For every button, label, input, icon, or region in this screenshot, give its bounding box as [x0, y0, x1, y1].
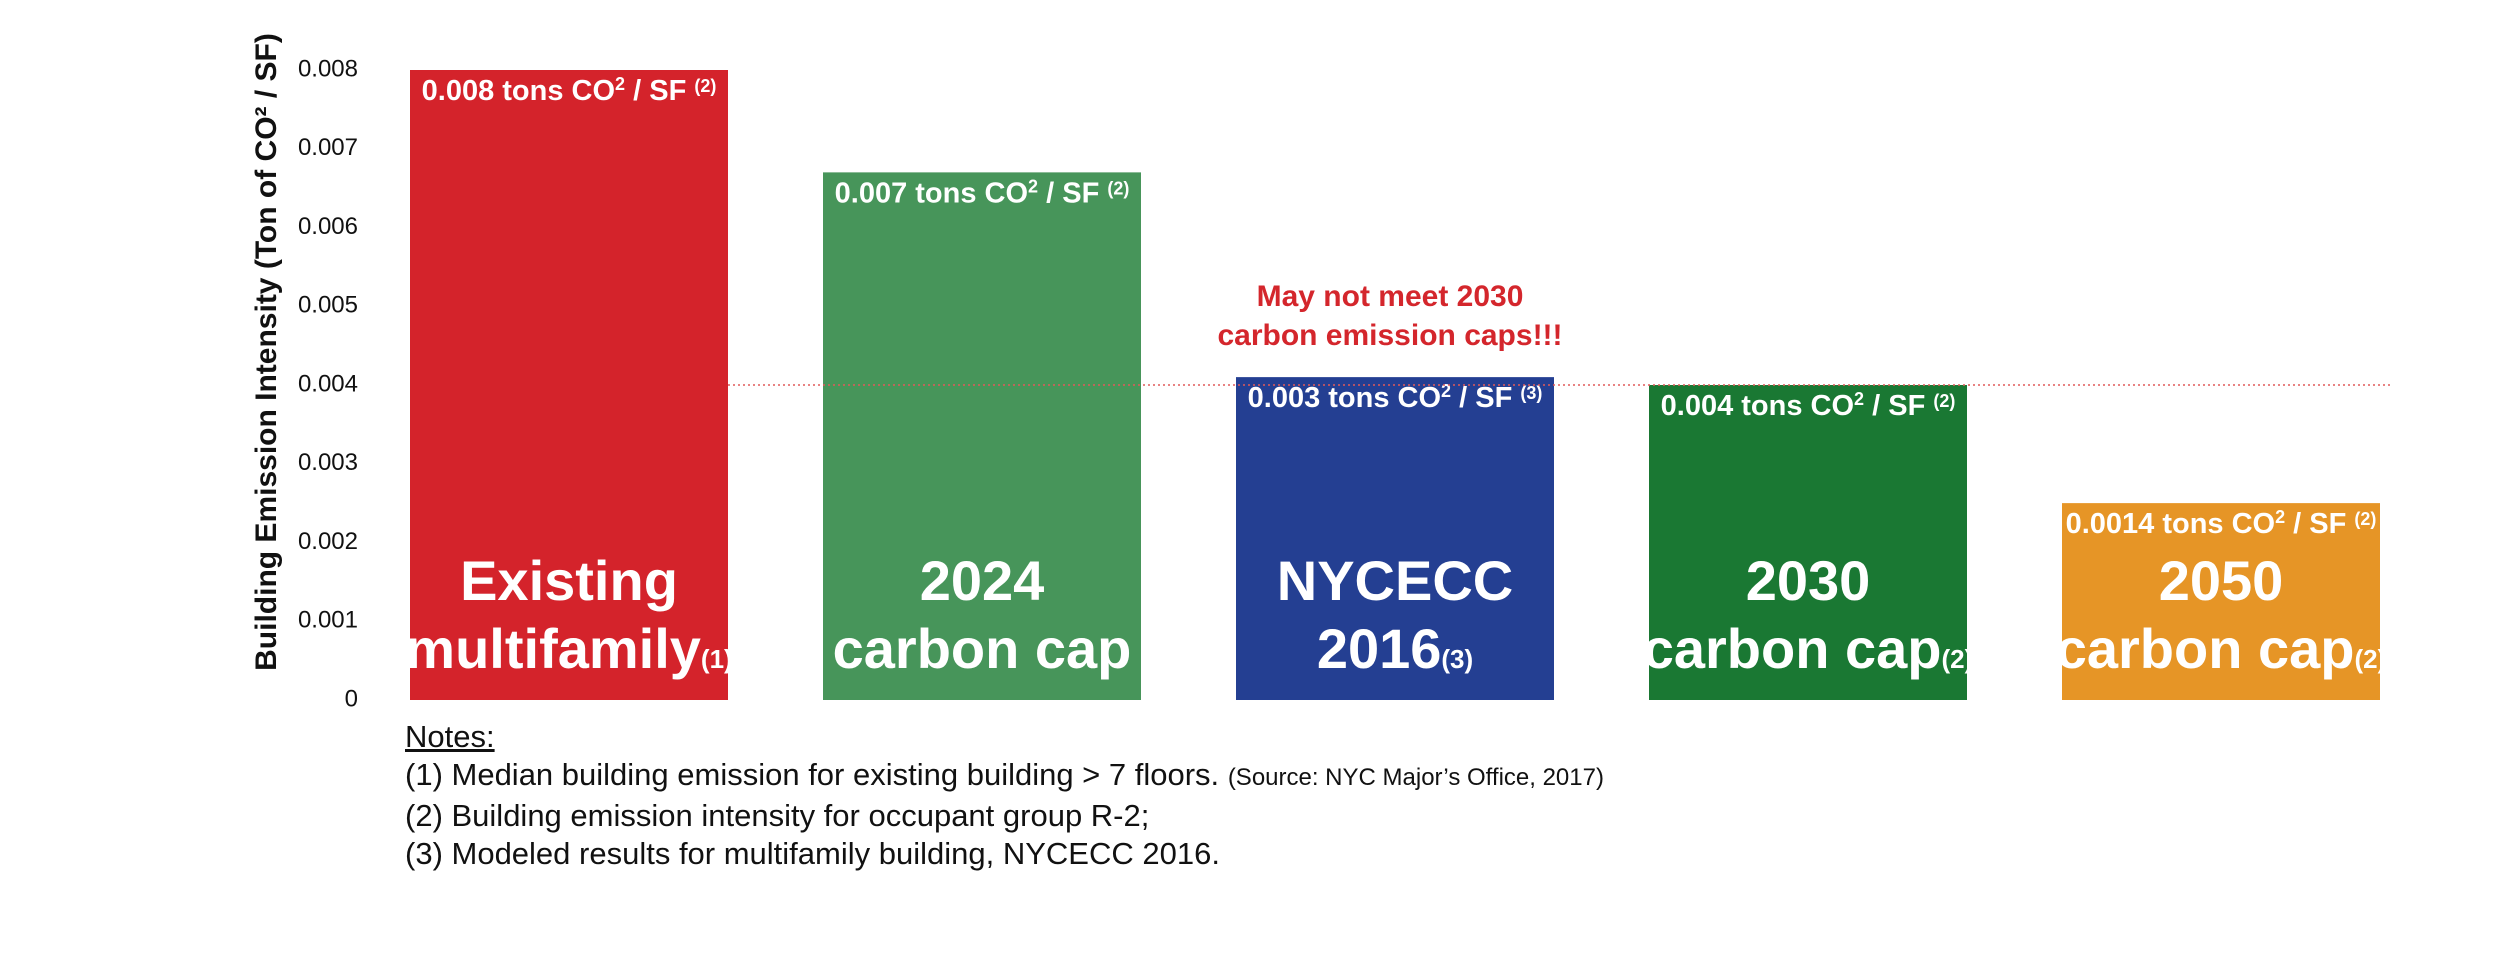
bar-value-label: 0.008 tons CO2 / SF (2): [422, 74, 717, 107]
y-tick-label: 0: [345, 685, 358, 712]
bar-category-line2: carbon cap(2): [2056, 617, 2387, 680]
bar-category-line1: Existing: [460, 549, 678, 612]
bar: [410, 70, 728, 700]
warning-line-2: carbon emission caps!!!: [1217, 319, 1562, 352]
bar-category-line2: multifamily(1): [405, 617, 732, 680]
note-1-text: (1) Median building emission for existin…: [405, 757, 1220, 792]
y-tick-label: 0.006: [298, 213, 358, 240]
bar-category-line1: 2050: [2159, 549, 2284, 612]
warning-line-1: May not meet 2030: [1257, 280, 1524, 313]
note-1: (1) Median building emission for existin…: [405, 756, 2305, 797]
y-tick-label: 0.004: [298, 370, 358, 397]
y-tick-label: 0.007: [298, 134, 358, 161]
note-3-text: (3) Modeled results for multifamily buil…: [405, 836, 1220, 871]
bar-category-line1: NYCECC: [1277, 549, 1513, 612]
notes-heading: Notes:: [405, 719, 495, 754]
bar: [1649, 385, 1967, 700]
y-tick-label: 0.003: [298, 449, 358, 476]
bar-category-line2: carbon cap: [833, 617, 1132, 680]
bar-value-label: 0.003 tons CO2 / SF (3): [1248, 381, 1543, 414]
bars: 0.008 tons CO2 / SF (2) Existingmultifami…: [405, 70, 2386, 700]
note-1-source: (Source: NYC Major’s Office, 2017): [1227, 764, 1604, 791]
note-3: (3) Modeled results for multifamily buil…: [405, 835, 2305, 873]
bar-value-label: 0.0014 tons CO2 / SF (2): [2066, 507, 2377, 540]
bar: [2062, 503, 2380, 700]
y-tick-label: 0.001: [298, 607, 358, 634]
note-2-text: (2) Building emission intensity for occu…: [405, 798, 1150, 833]
y-tick-label: 0.005: [298, 292, 358, 319]
bar: [1236, 377, 1554, 700]
y-axis-label: Building Emission Intensity (Ton of CO² …: [250, 33, 283, 671]
bar-category-line1: 2024: [920, 549, 1045, 612]
bar-value-label: 0.004 tons CO2 / SF (2): [1661, 389, 1956, 422]
notes-section: Notes: (1) Median building emission for …: [405, 718, 2305, 873]
y-tick-label: 0.008: [298, 55, 358, 82]
warning-annotation: May not meet 2030 carbon emission caps!!…: [1217, 280, 1562, 352]
bar-group: 0.008 tons CO2 / SF (2) Existingmultifami…: [405, 70, 733, 700]
bar-category-line2: carbon cap(2): [1643, 617, 1974, 680]
bar-category-line2: 2016(3): [1317, 617, 1473, 680]
y-axis-ticks: 0 0.001 0.002 0.003 0.004 0.005 0.006 0.007 0.00…: [298, 55, 358, 712]
bar: [823, 172, 1141, 700]
bar-category-line1: 2030: [1746, 549, 1871, 612]
note-2: (2) Building emission intensity for occu…: [405, 797, 2305, 835]
y-axis-label-text: Building Emission Intensity (Ton of CO² …: [250, 33, 283, 671]
bar-value-label: 0.007 tons CO2 / SF (2): [835, 176, 1130, 209]
y-tick-label: 0.002: [298, 528, 358, 555]
